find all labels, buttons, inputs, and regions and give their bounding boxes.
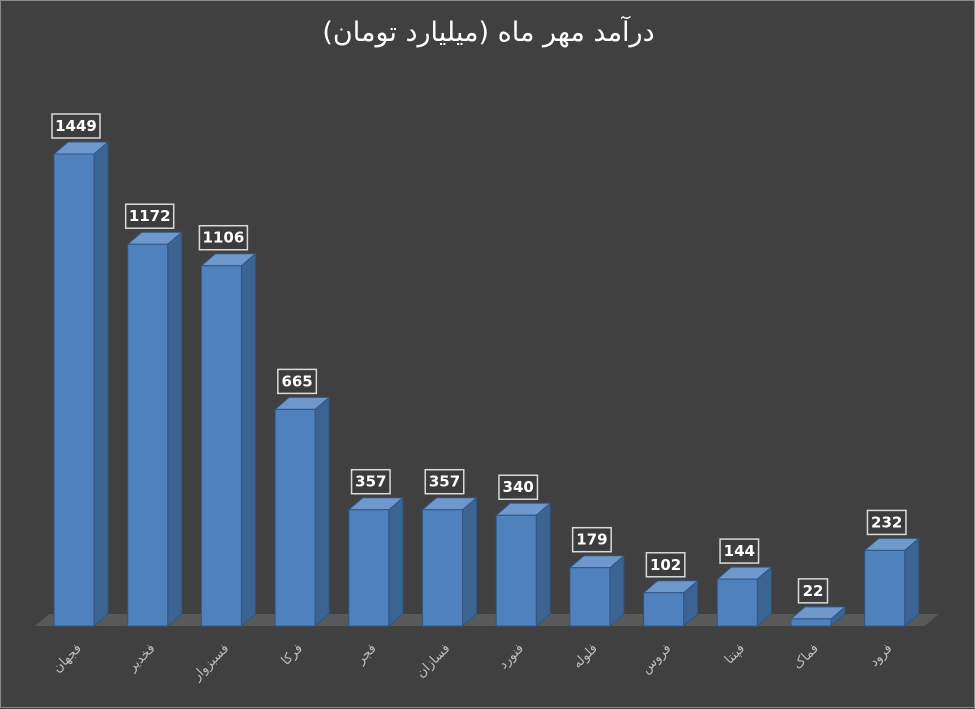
data-label-box [645,552,686,578]
bar-group [642,579,699,628]
data-label: 179 [576,531,607,549]
category-label: فرکا [279,641,306,668]
bar [790,618,832,627]
bar-group [421,496,478,628]
bar-side [167,231,183,628]
category-label: فروس [639,641,675,677]
data-label-box [866,509,907,536]
bar-group [494,502,552,628]
category-label: فجهان [50,641,85,676]
data-label: 22 [803,582,824,600]
bar-group [273,396,331,628]
bar [53,153,95,627]
data-label-box [350,468,391,495]
bar-group [863,537,921,628]
bar [864,549,906,627]
bar [200,265,242,627]
bar [495,514,537,627]
bar-group [789,605,847,628]
data-label-box [719,538,760,564]
data-label: 232 [871,513,902,531]
bar-side [314,396,330,628]
category-label: فجر [353,641,380,668]
data-label: 102 [650,556,681,574]
bar [643,592,685,627]
bar-side [93,140,109,628]
bar [716,578,758,627]
data-label-box [124,203,175,229]
data-label-box [797,578,829,604]
category-label: فماک [790,641,821,672]
bar-group [347,496,405,628]
data-label-box [51,113,101,139]
bar [569,567,611,627]
data-label: 357 [429,473,460,491]
chart-floor [35,614,939,626]
bar-side [462,496,477,628]
bar-side [388,496,404,628]
data-label: 340 [503,478,534,496]
bar-group [52,140,110,628]
category-label: فسازان [414,641,454,681]
category-label: فلوله [570,641,601,672]
bar [348,509,390,627]
chart-title: درآمد مهر ماه (میلیارد تومان) [322,17,655,48]
bar [422,509,463,627]
bar-group [715,566,773,628]
bar [127,243,169,627]
category-label: فپنتا [722,641,748,667]
bar-group [126,231,184,628]
category-label: فرود [867,641,896,670]
data-label-box [571,526,612,553]
category-label: فخدیر [124,641,158,675]
data-label-box [277,368,318,395]
category-label: فنورد [496,641,527,672]
bar-side [904,537,920,628]
data-label: 144 [724,542,755,560]
data-label: 1106 [203,229,245,247]
data-label: 665 [281,372,312,390]
bar-group [568,554,626,628]
bar-side [240,252,256,628]
data-label: 1172 [129,207,171,225]
bar [274,408,316,627]
bar-group [200,252,257,628]
data-label-box [498,474,539,500]
data-label-box [424,468,465,495]
data-label: 1449 [55,117,97,135]
category-label: فسبزوار [189,641,232,684]
bar-side [535,502,551,628]
data-label-box [198,224,249,251]
data-label: 357 [355,473,386,491]
